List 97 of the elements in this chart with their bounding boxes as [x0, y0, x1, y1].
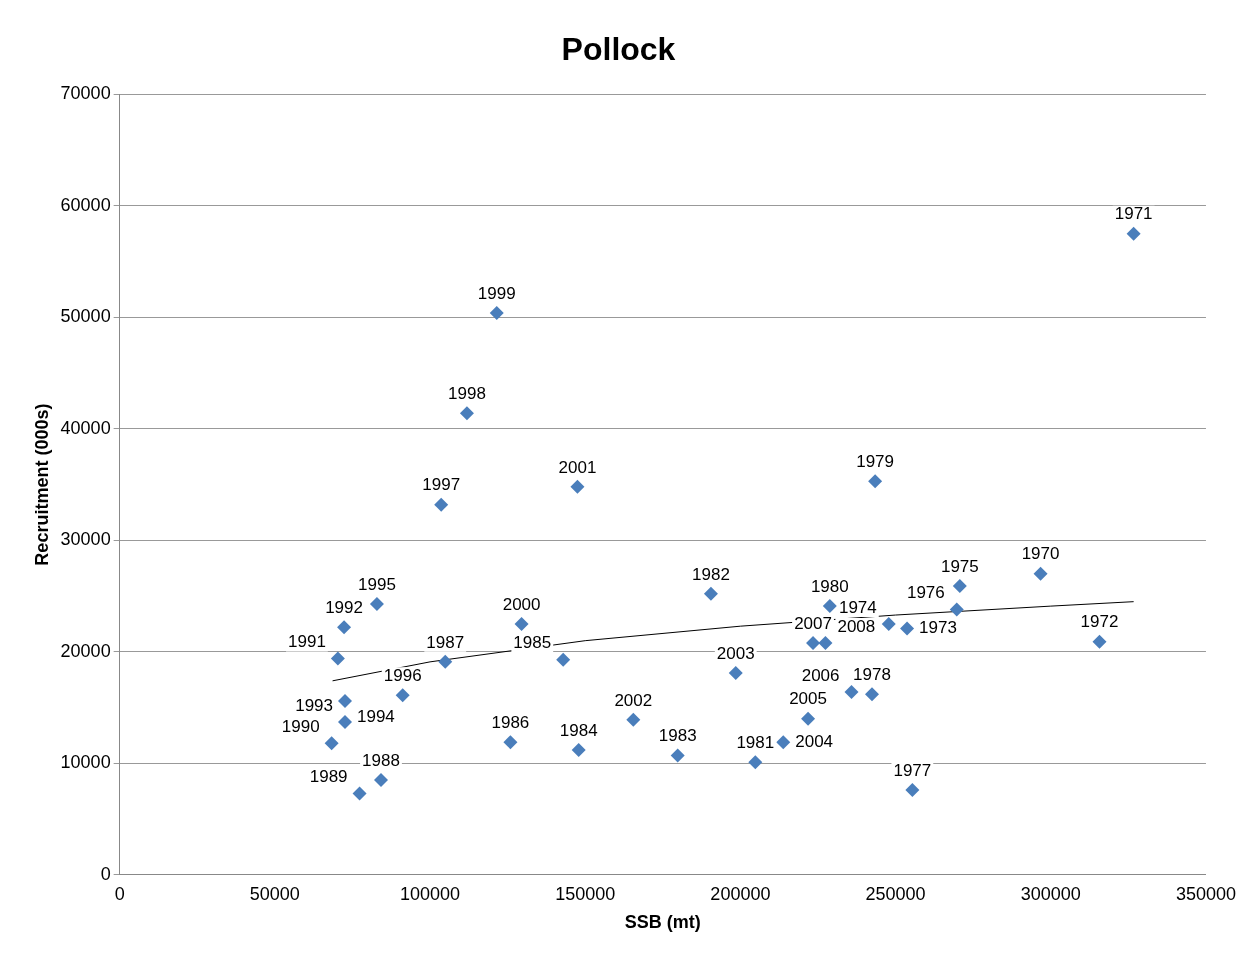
point — [1092, 634, 1107, 649]
y-tick-label: 10000 — [60, 752, 111, 773]
point — [438, 654, 453, 669]
annotation: 1991 — [288, 632, 326, 652]
point — [806, 635, 821, 650]
annotation: 1998 — [448, 383, 486, 403]
annotation: 2008 — [837, 616, 876, 636]
annotation: 1978 — [853, 664, 891, 684]
x-axis-title: SSB (mt) — [624, 912, 701, 933]
annotation: 2007 — [794, 613, 832, 633]
point — [626, 712, 641, 727]
annotation: 1986 — [491, 712, 530, 732]
annotation: 1993 — [295, 695, 333, 715]
x-tick-label: 50000 — [249, 883, 300, 904]
y-tick-label: 30000 — [60, 529, 111, 550]
point — [748, 755, 763, 770]
annotation: 1979 — [856, 451, 895, 471]
point — [324, 736, 339, 751]
annotation: 1985 — [513, 633, 552, 653]
point — [949, 602, 964, 617]
point — [868, 474, 883, 489]
point — [1033, 566, 1048, 581]
annotation: 1996 — [383, 666, 422, 685]
annotation: 1984 — [559, 720, 598, 740]
y-axis-title: Recruitment (000s) — [31, 403, 52, 566]
point — [1126, 226, 1141, 241]
x-tick-label: 300000 — [1020, 883, 1081, 904]
x-tick-label: 250000 — [865, 883, 926, 904]
point — [373, 773, 388, 788]
y-tick-label: 0 — [100, 863, 111, 884]
point — [822, 599, 837, 614]
annotation: 1972 — [1080, 612, 1119, 632]
point — [337, 693, 352, 708]
chart-title: Pollock — [561, 31, 676, 68]
point — [395, 688, 410, 703]
y-tick-label: 20000 — [60, 640, 111, 661]
x-tick-label: 350000 — [1175, 883, 1237, 904]
point — [703, 586, 718, 601]
x-tick-label: 200000 — [710, 883, 771, 904]
x-tick-label: 150000 — [555, 883, 616, 904]
point — [459, 406, 474, 421]
point — [844, 684, 859, 699]
y-tick-label: 70000 — [60, 83, 111, 104]
point — [571, 742, 586, 757]
annotation: 1974 — [838, 597, 877, 617]
point — [776, 735, 791, 750]
x-tick-label: 0 — [114, 883, 125, 904]
point — [337, 620, 352, 635]
point — [570, 479, 585, 494]
point — [330, 651, 345, 666]
annotation: 1987 — [426, 632, 465, 652]
point — [369, 596, 384, 611]
point — [728, 666, 743, 681]
annotation: 1994 — [356, 706, 395, 726]
annotation: 1982 — [692, 564, 730, 584]
annotation: 1992 — [325, 597, 363, 617]
annotation: 1977 — [893, 760, 932, 780]
annotation: 2001 — [558, 457, 597, 477]
annotation: 1970 — [1021, 544, 1060, 564]
point — [556, 652, 571, 667]
annotation: 1989 — [309, 767, 348, 787]
point — [818, 635, 833, 650]
annotation: 1973 — [919, 618, 957, 638]
point — [670, 748, 685, 763]
annotation: 2006 — [801, 665, 840, 685]
point — [905, 783, 920, 798]
point — [352, 786, 367, 801]
y-tick-label: 60000 — [60, 194, 111, 215]
annotation: 1988 — [362, 750, 400, 770]
point — [514, 616, 529, 631]
point — [489, 305, 504, 320]
annotation: 1971 — [1114, 204, 1153, 224]
annotation: 1976 — [906, 583, 945, 603]
annotation: 1999 — [477, 283, 516, 303]
x-tick-label: 100000 — [399, 883, 461, 904]
point — [337, 715, 352, 730]
annotation: 2003 — [716, 643, 755, 663]
point — [865, 687, 879, 702]
annotation: 2000 — [502, 594, 541, 614]
point — [801, 711, 816, 726]
annotation: 2005 — [789, 689, 827, 709]
annotation: 1983 — [658, 726, 697, 746]
point — [952, 579, 967, 594]
annotation: 1990 — [281, 716, 320, 736]
annotation: 2002 — [614, 690, 653, 710]
annotation: 1981 — [736, 732, 775, 752]
point — [503, 735, 518, 750]
point — [881, 616, 896, 631]
point — [434, 497, 449, 512]
annotation: 1995 — [358, 574, 396, 594]
annotation: 1975 — [940, 556, 979, 576]
y-tick-label: 50000 — [60, 306, 111, 327]
annotation: 2004 — [795, 731, 834, 751]
annotation: 1997 — [422, 475, 461, 495]
point — [900, 621, 915, 636]
y-tick-label: 40000 — [60, 417, 111, 438]
annotation: 1980 — [810, 576, 849, 596]
